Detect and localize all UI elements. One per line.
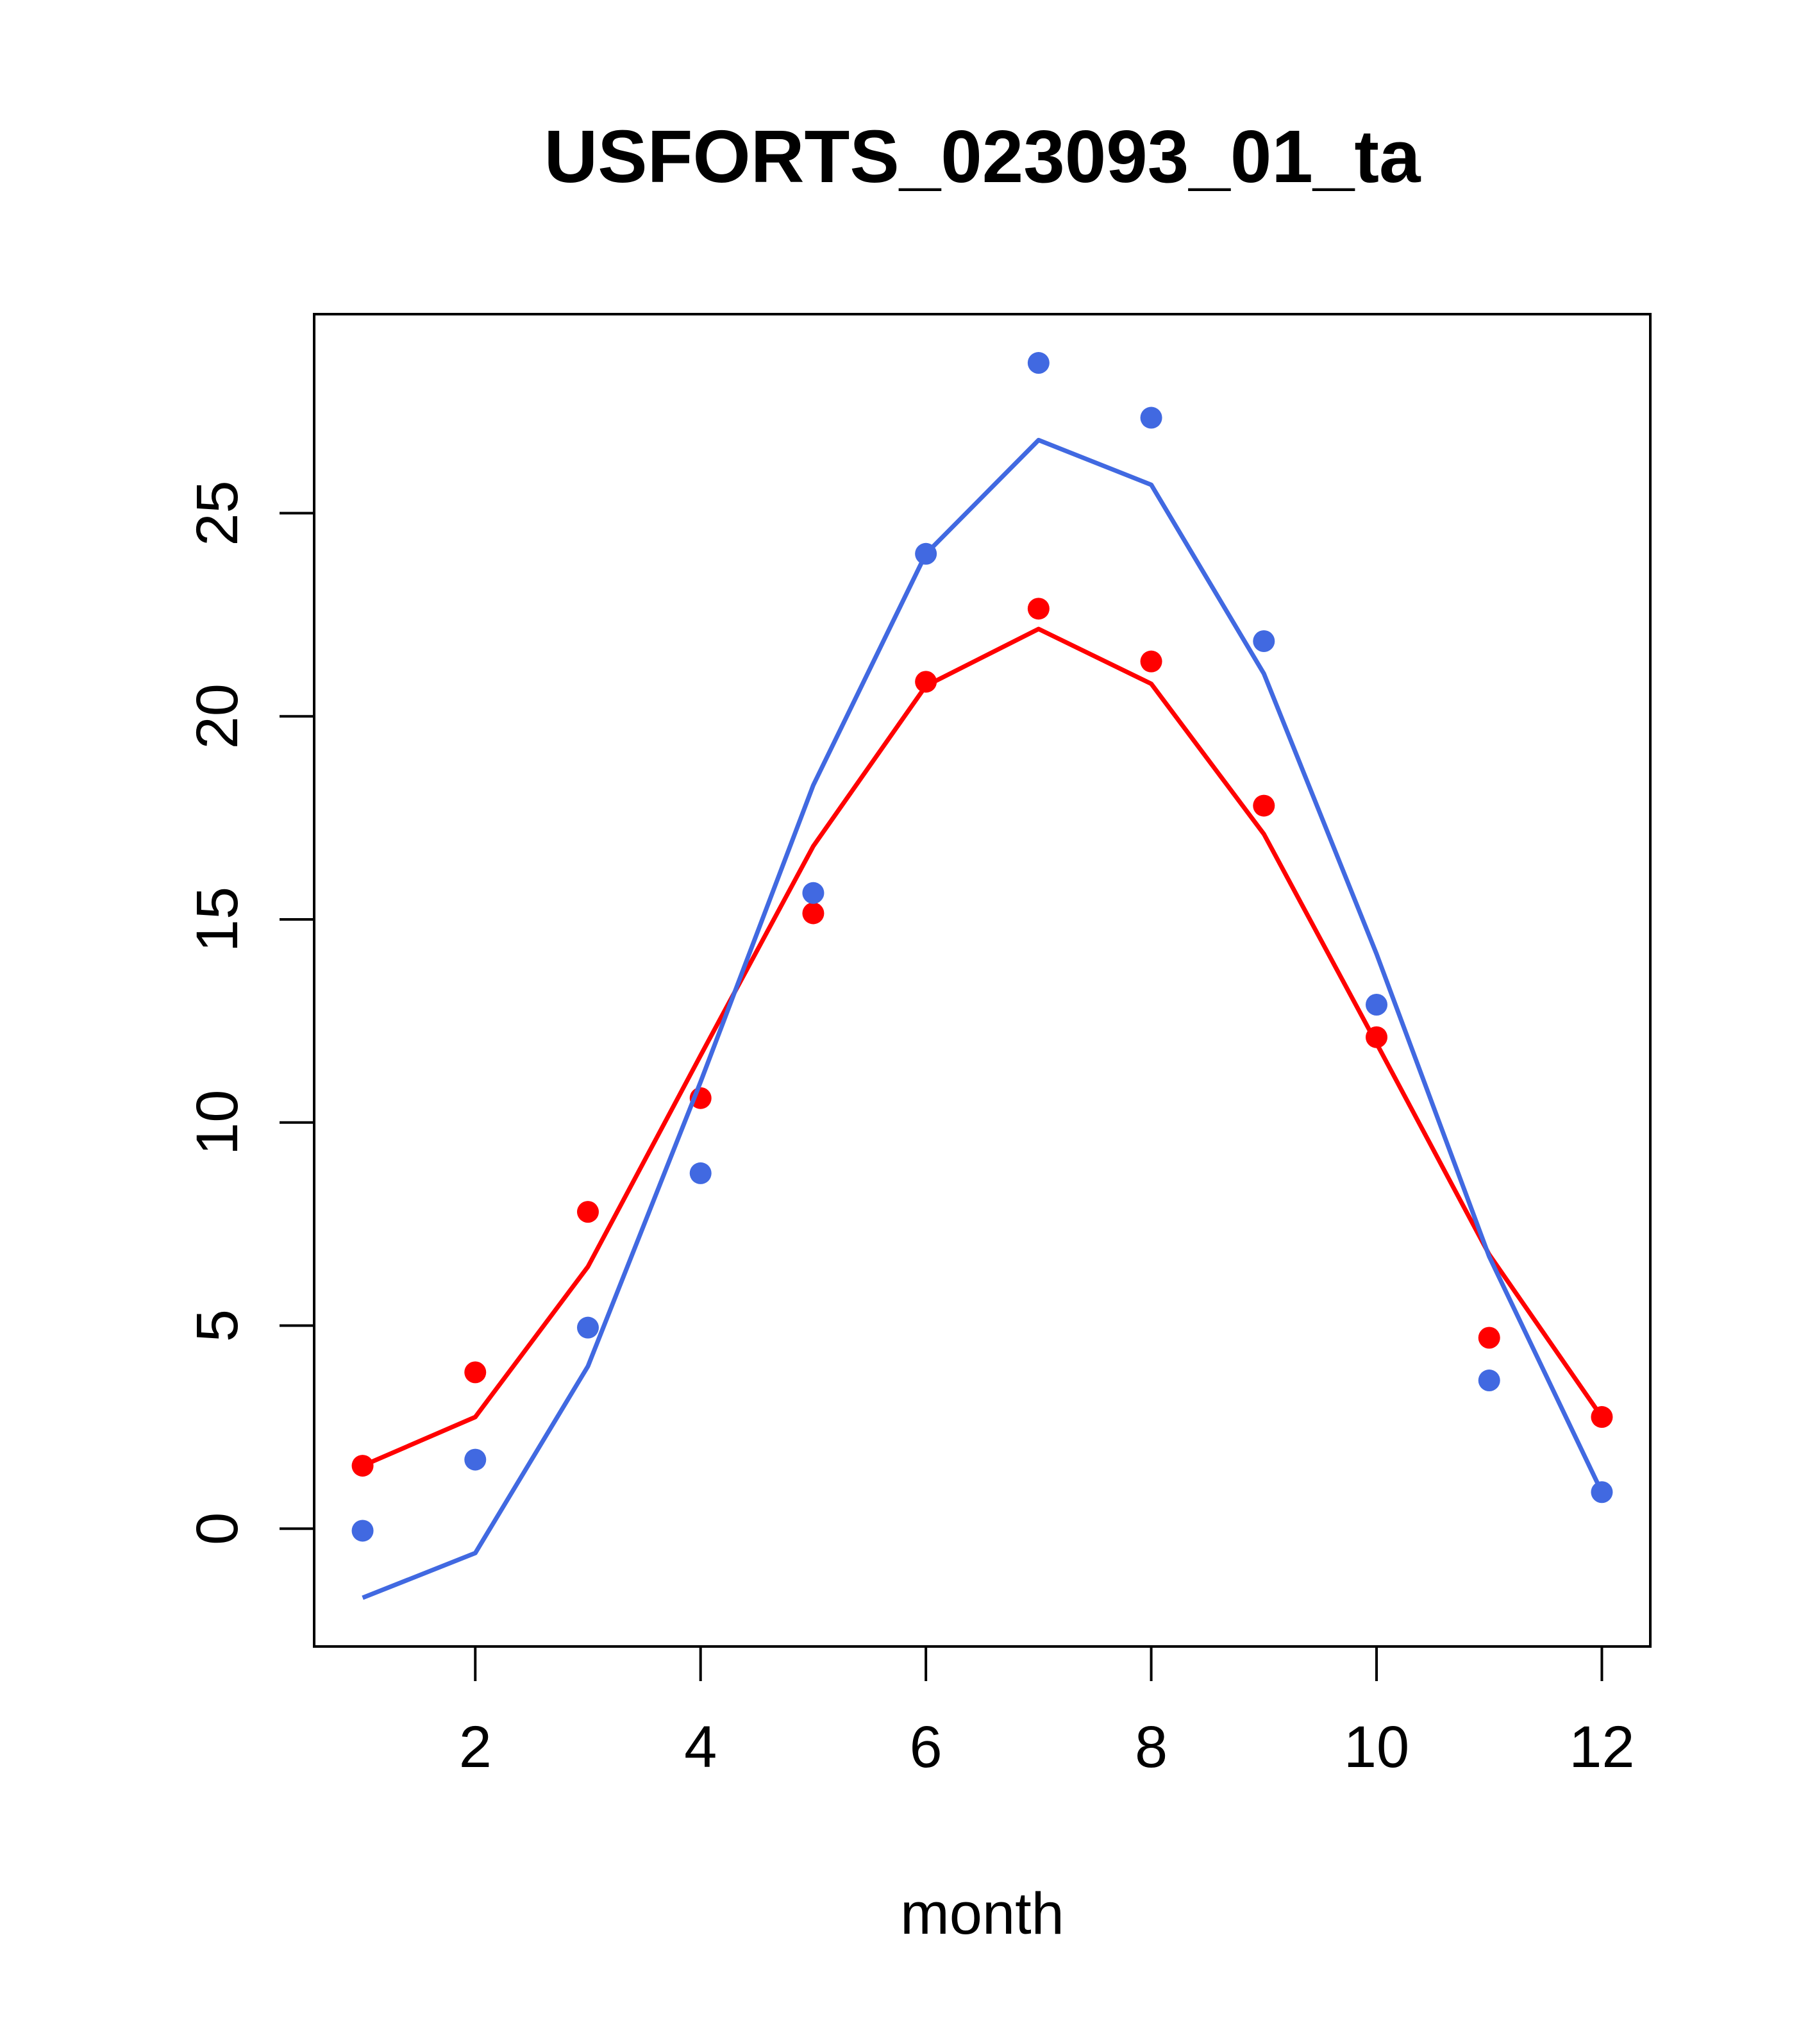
data-point (351, 1520, 374, 1542)
chart-title: USFORTS_023093_01_ta (544, 115, 1421, 198)
x-tick-label: 2 (459, 1714, 492, 1780)
series-0 (351, 598, 1613, 1477)
y-tick-label: 5 (185, 1309, 250, 1342)
data-point (1140, 406, 1162, 429)
data-point (1478, 1370, 1500, 1392)
x-tick-label: 4 (684, 1714, 717, 1780)
x-axis-label: month (900, 1881, 1064, 1947)
data-point (1591, 1481, 1613, 1504)
data-point (464, 1361, 487, 1384)
data-point (1591, 1406, 1613, 1428)
data-point (802, 902, 825, 925)
y-tick-label: 15 (185, 887, 250, 952)
data-point (1140, 650, 1162, 673)
x-tick-label: 8 (1135, 1714, 1168, 1780)
y-tick-label: 10 (185, 1090, 250, 1155)
data-point (689, 1162, 712, 1184)
y-axis: 0 5 10 15 20 25 (185, 480, 315, 1545)
series-line (362, 626, 1604, 1468)
data-point (1253, 794, 1275, 817)
series-layer (351, 352, 1613, 1600)
x-tick-label: 6 (910, 1714, 942, 1780)
x-axis: 2 4 6 8 10 12 (459, 1645, 1635, 1780)
data-point (1478, 1327, 1500, 1349)
data-point (1366, 994, 1388, 1016)
y-tick-label: 25 (185, 480, 250, 546)
data-point (802, 882, 825, 904)
plot-frame (313, 313, 1652, 1648)
x-tick-label: 10 (1344, 1714, 1409, 1780)
data-point (1366, 1026, 1388, 1048)
data-point (1027, 352, 1050, 374)
data-point (1253, 630, 1275, 652)
data-point (915, 671, 937, 693)
data-point (915, 542, 937, 565)
data-point (576, 1316, 599, 1339)
data-point (1027, 598, 1050, 620)
y-tick-label: 20 (185, 683, 250, 749)
series-1 (351, 352, 1613, 1600)
y-tick-label: 0 (185, 1512, 250, 1545)
data-point (464, 1448, 487, 1471)
data-point (351, 1455, 374, 1477)
series-line (362, 437, 1604, 1600)
x-tick-label: 12 (1569, 1714, 1634, 1780)
data-point (576, 1201, 599, 1223)
